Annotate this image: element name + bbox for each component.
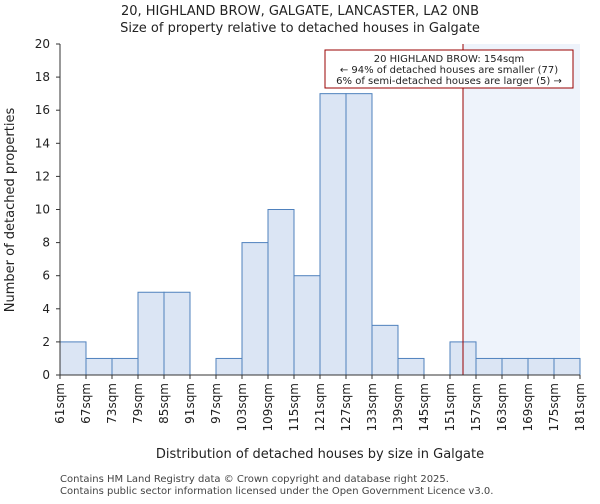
bar-121sqm — [319, 93, 347, 376]
x-tick-label: 145sqm — [417, 383, 431, 431]
bar-79sqm — [137, 291, 165, 376]
y-tick-label: 6 — [42, 269, 50, 283]
bar-133sqm — [371, 324, 399, 376]
x-tick-label: 181sqm — [573, 383, 587, 431]
y-tick-label: 12 — [35, 169, 50, 183]
x-tick-label: 151sqm — [443, 383, 457, 431]
highlight-region — [463, 44, 580, 375]
y-tick-label: 18 — [35, 70, 50, 84]
bar-73sqm — [111, 357, 139, 376]
y-tick-label: 2 — [42, 335, 50, 349]
x-tick-label: 175sqm — [547, 383, 561, 431]
x-tick-label: 139sqm — [391, 383, 405, 431]
x-tick-label: 61sqm — [53, 383, 67, 424]
x-tick-label: 97sqm — [209, 383, 223, 424]
bar-139sqm — [397, 357, 425, 376]
x-tick-label: 91sqm — [183, 383, 197, 424]
x-tick-label: 103sqm — [235, 383, 249, 431]
x-tick-label: 133sqm — [365, 383, 379, 431]
y-tick-label: 8 — [42, 236, 50, 250]
x-tick-label: 169sqm — [521, 383, 535, 431]
annotation-line3: 6% of semi-detached houses are larger (5… — [336, 76, 562, 87]
x-tick-label: 115sqm — [287, 383, 301, 431]
chart-subtitle: Size of property relative to detached ho… — [120, 21, 480, 36]
footer-line-2: Contains public sector information licen… — [60, 486, 493, 497]
chart-title: 20, HIGHLAND BROW, GALGATE, LANCASTER, L… — [121, 4, 479, 19]
x-tick-label: 85sqm — [157, 383, 171, 424]
bar-85sqm — [163, 291, 191, 376]
x-tick-label: 127sqm — [339, 383, 353, 431]
bar-97sqm — [215, 357, 243, 376]
annotation-line2: ← 94% of detached houses are smaller (77… — [340, 65, 558, 76]
bar-157sqm — [475, 357, 503, 376]
y-axis-label: Number of detached properties — [3, 108, 18, 313]
bar-67sqm — [85, 357, 113, 376]
x-tick-label: 121sqm — [313, 383, 327, 431]
bar-61sqm — [59, 341, 87, 376]
bar-115sqm — [293, 275, 321, 376]
x-tick-label: 79sqm — [131, 383, 145, 424]
y-tick-label: 16 — [35, 103, 50, 117]
x-tick-label: 157sqm — [469, 383, 483, 431]
y-tick-label: 14 — [35, 136, 50, 150]
x-tick-label: 109sqm — [261, 383, 275, 431]
bar-175sqm — [553, 357, 581, 376]
y-tick-label: 4 — [42, 302, 50, 316]
annotation-line1: 20 HIGHLAND BROW: 154sqm — [374, 54, 525, 65]
bar-103sqm — [241, 242, 269, 376]
bar-163sqm — [501, 357, 529, 376]
x-tick-label: 67sqm — [79, 383, 93, 424]
bar-169sqm — [527, 357, 555, 376]
x-tick-label: 73sqm — [105, 383, 119, 424]
footer-line-1: Contains HM Land Registry data © Crown c… — [60, 474, 449, 485]
bar-127sqm — [345, 93, 373, 376]
annotation-box — [324, 49, 574, 89]
y-tick-label: 10 — [35, 203, 50, 217]
y-tick-label: 20 — [35, 37, 50, 51]
bar-109sqm — [267, 209, 295, 376]
plot-area: 0 2 4 6 8 10 12 14 16 18 20 61sqm 67sqm 73sqm 79sqm 85s… — [35, 37, 587, 431]
y-tick-label: 0 — [42, 368, 50, 382]
x-tick-label: 163sqm — [495, 383, 509, 431]
x-axis-label: Distribution of detached houses by size … — [156, 447, 484, 462]
